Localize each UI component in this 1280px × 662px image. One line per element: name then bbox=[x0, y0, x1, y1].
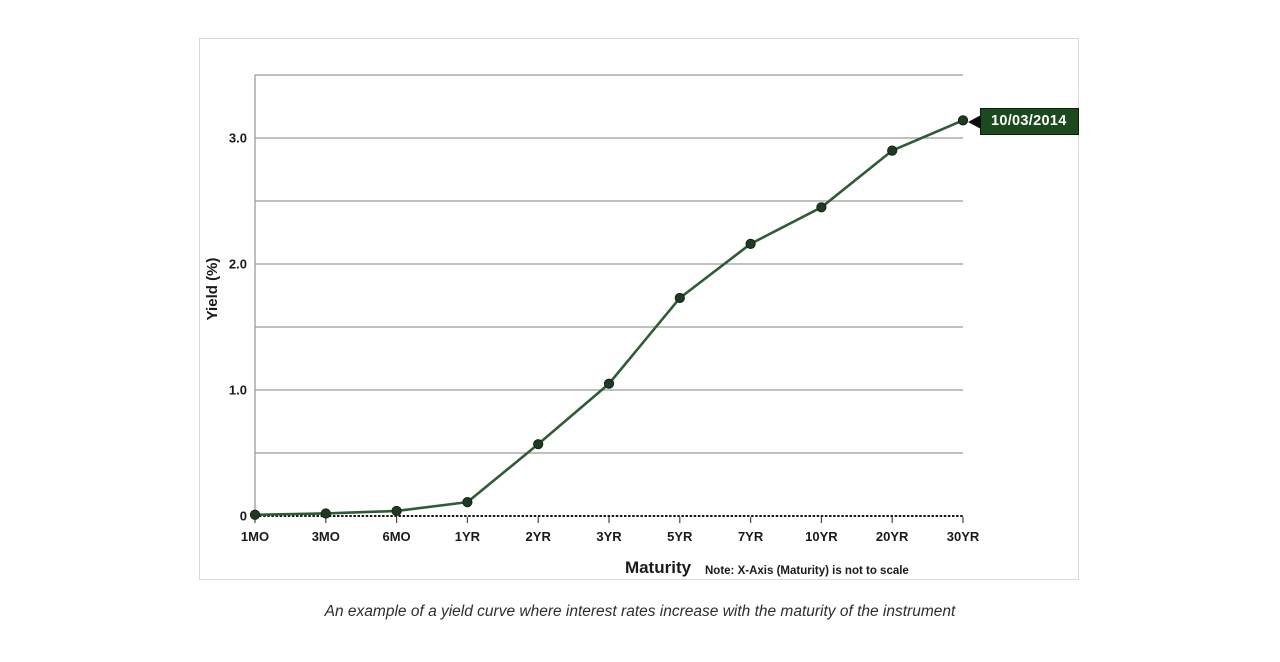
yield-curve-line bbox=[254, 119, 964, 517]
data-point-20yr bbox=[887, 145, 898, 156]
callout-date-label: 10/03/2014 bbox=[991, 113, 1067, 130]
x-axis-note: Note: X-Axis (Maturity) is not to scale bbox=[705, 565, 909, 577]
data-point-3mo bbox=[320, 508, 331, 519]
x-axis-title: Maturity bbox=[625, 558, 692, 577]
yield-curve-chart-panel: 0 1.0 2.0 3.0 1MO 3MO 6MO 1YR 2YR 3YR 5YR 7YR 10YR 20… bbox=[199, 38, 1079, 580]
x-tick-label: 7YR bbox=[738, 529, 764, 544]
y-tick-label: 1.0 bbox=[229, 383, 247, 398]
x-tick-label: 6MO bbox=[383, 529, 411, 544]
y-tick-label: 3.0 bbox=[229, 131, 247, 146]
x-tick-label: 1MO bbox=[241, 529, 269, 544]
y-tick-label: 2.0 bbox=[229, 257, 247, 272]
data-point-3yr bbox=[603, 378, 615, 389]
date-callout: 10/03/2014 bbox=[968, 108, 1079, 135]
x-tick-label: 1YR bbox=[455, 529, 481, 544]
x-tick-label: 20YR bbox=[876, 529, 909, 544]
data-point-7yr bbox=[745, 238, 756, 249]
yield-curve-chart: 0 1.0 2.0 3.0 1MO 3MO 6MO 1YR 2YR 3YR 5YR 7YR 10YR 20… bbox=[204, 74, 980, 577]
x-tick-label: 5YR bbox=[667, 529, 693, 544]
x-tick-label: 10YR bbox=[805, 529, 838, 544]
callout-left-arrow-icon bbox=[968, 115, 981, 129]
data-point-30yr bbox=[957, 115, 969, 126]
x-tick-label: 2YR bbox=[526, 529, 552, 544]
x-tick-label: 30YR bbox=[947, 529, 980, 544]
x-tick-label: 3MO bbox=[312, 529, 340, 544]
x-tick-label: 3YR bbox=[596, 529, 622, 544]
data-point-1mo bbox=[249, 509, 261, 520]
data-point-1yr bbox=[462, 497, 473, 508]
data-point-10yr bbox=[816, 202, 827, 213]
data-point-2yr bbox=[533, 439, 544, 450]
figure-caption: An example of a yield curve where intere… bbox=[324, 603, 956, 620]
data-point-5yr bbox=[674, 292, 685, 304]
data-point-6mo bbox=[391, 505, 402, 517]
y-axis-title: Yield (%) bbox=[204, 258, 221, 321]
y-tick-label: 0 bbox=[240, 509, 247, 524]
